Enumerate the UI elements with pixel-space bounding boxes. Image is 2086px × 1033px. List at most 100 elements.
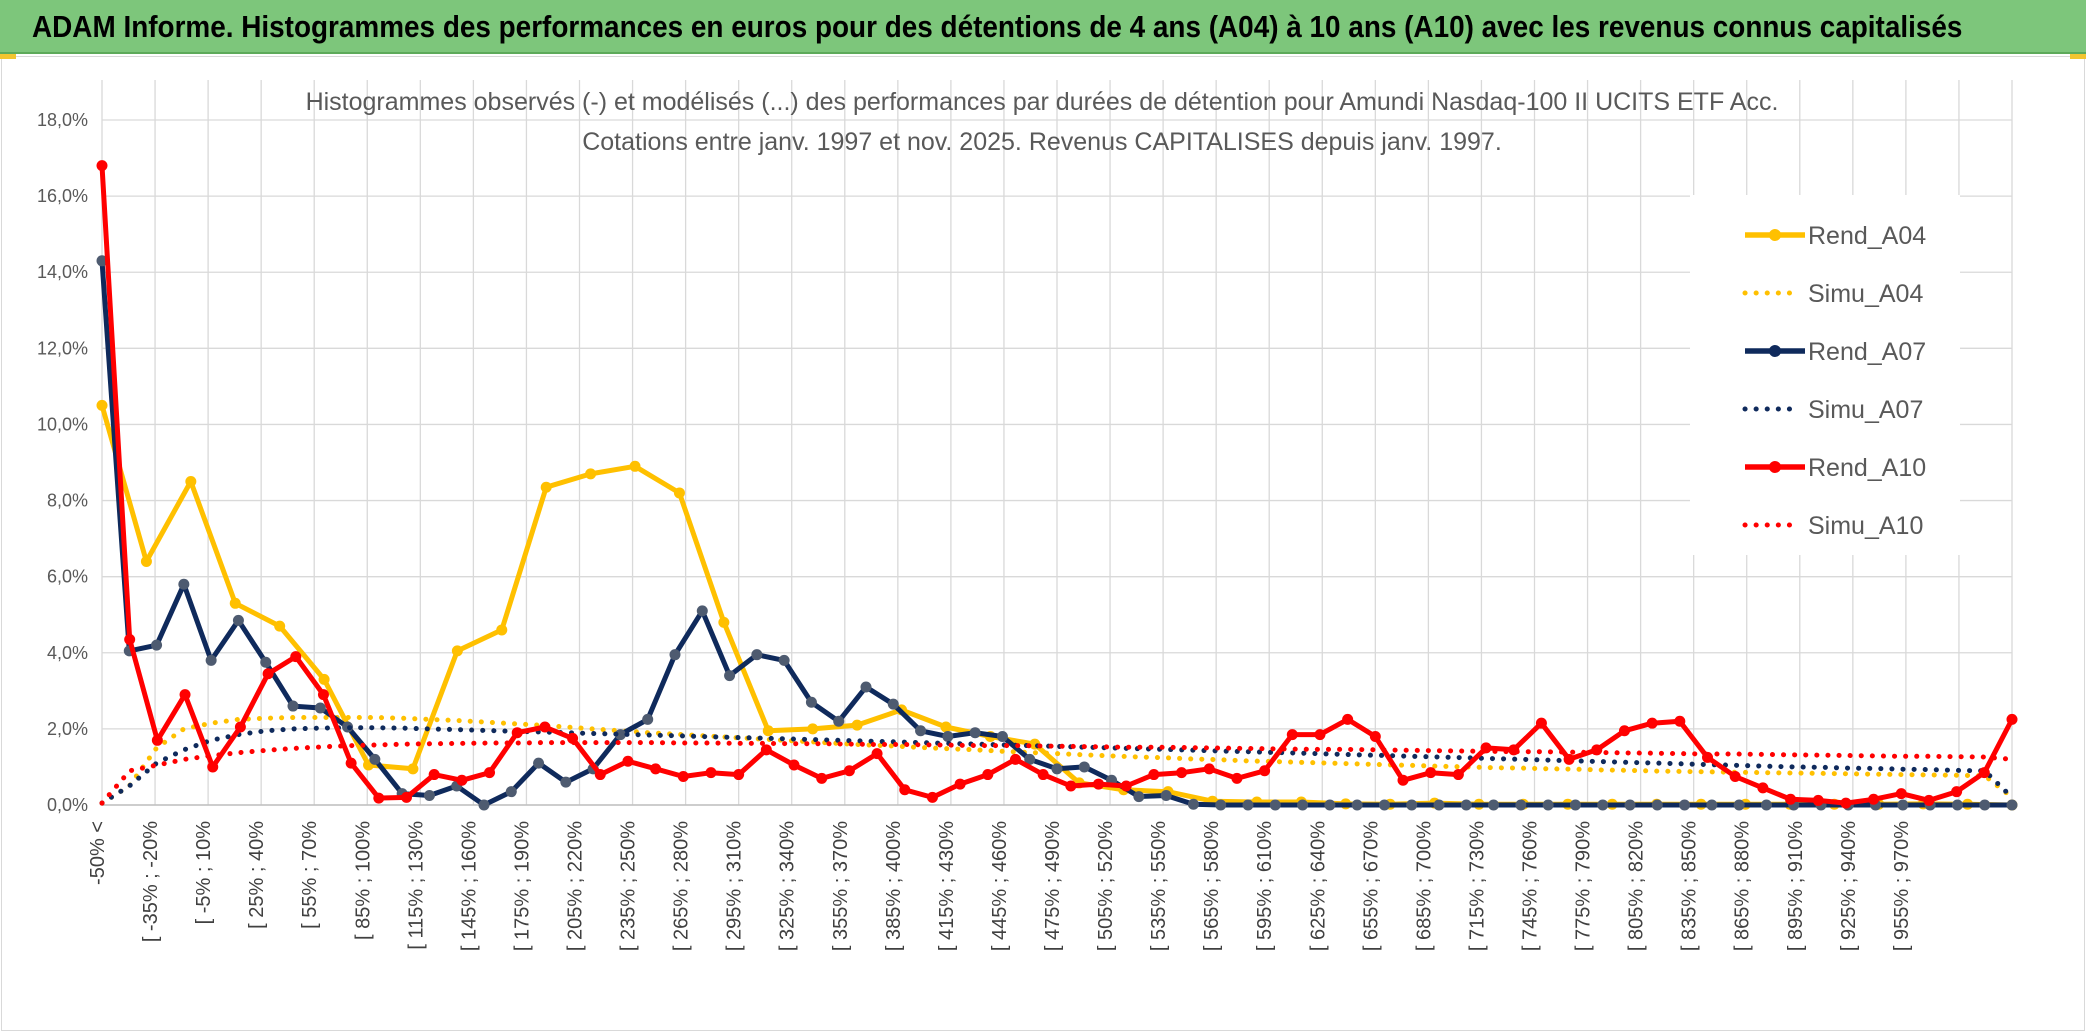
rend-a04-point [540, 481, 552, 493]
y-tick-label: 2,0% [47, 719, 88, 739]
rend-a07-point [2006, 799, 2018, 811]
x-tick-label: [ 655% ; 670% [1360, 821, 1382, 951]
y-tick-label: 0,0% [47, 795, 88, 815]
rend-a10-point [262, 668, 274, 680]
chart-title-line: Histogrammes observés (-) et modélisés (… [306, 88, 1779, 116]
rend-a10-point [539, 721, 551, 733]
rend-a10-point [345, 757, 357, 769]
x-tick-label: -50% < [87, 821, 109, 885]
rend-a10-point [650, 763, 662, 775]
rend-a10-point [1231, 772, 1243, 784]
rend-a10-point [1203, 763, 1215, 775]
rend-a10-point [1148, 769, 1160, 781]
rend-a07-point [614, 729, 626, 741]
rend-a10-point [816, 772, 828, 784]
rend-a07-point [887, 698, 899, 710]
rend-a07-point [560, 776, 572, 788]
rend-a04-point [762, 725, 774, 737]
rend-a10-point [1259, 765, 1271, 777]
x-tick-label: [ 475% ; 490% [1042, 821, 1064, 951]
y-tick-label: 6,0% [47, 567, 88, 587]
rend-a07-point [1051, 763, 1063, 775]
rend-a10-point [594, 769, 606, 781]
header-banner: ADAM Informe. Histogrammes des performan… [0, 0, 2086, 54]
x-tick-label: [ 895% ; 910% [1785, 821, 1807, 951]
rend-a07-point [1597, 799, 1609, 811]
rend-a07-point [1024, 753, 1036, 765]
x-tick-label: [ 715% ; 730% [1466, 821, 1488, 951]
x-tick-label: [ 835% ; 850% [1679, 821, 1701, 951]
rend-a10-point [954, 778, 966, 790]
rend-a04-point [140, 555, 152, 567]
x-tick-label: [ 205% ; 220% [565, 821, 587, 951]
x-tick-label: [ 955% ; 970% [1891, 821, 1913, 951]
rend-a10-point [1868, 793, 1880, 805]
rend-a10-point [1425, 767, 1437, 779]
rend-a10-point [1397, 774, 1409, 786]
rend-a07-point [1460, 799, 1472, 811]
legend-label-simu-a10: Simu_A10 [1808, 512, 1923, 540]
legend-label-simu-a04: Simu_A04 [1808, 280, 1923, 308]
rend-a07-point [860, 681, 872, 693]
rend-a07-point [205, 654, 217, 666]
x-tick-label: [ 385% ; 400% [883, 821, 905, 951]
rend-a07-point [1979, 799, 1991, 811]
rend-a07-point [178, 578, 190, 590]
y-tick-label: 4,0% [47, 643, 88, 663]
x-tick-label: [ 535% ; 550% [1148, 821, 1170, 951]
rend-a04-point [718, 616, 730, 628]
legend-marker-rend-a07 [1769, 345, 1781, 357]
x-tick-label: [ 325% ; 340% [777, 821, 799, 951]
rend-a07-point [1378, 799, 1390, 811]
rend-a07-point [96, 255, 108, 267]
rend-a04-point [851, 719, 863, 731]
rend-a07-point [1624, 799, 1636, 811]
legend-marker-rend-a04 [1769, 229, 1781, 241]
rend-a10-point [1757, 782, 1769, 794]
rend-a07-point [1187, 798, 1199, 810]
rend-a07-point [996, 731, 1008, 742]
rend-a07-point [505, 786, 517, 798]
chart-title-line: Cotations entre janv. 1997 et nov. 2025.… [582, 128, 1502, 156]
legend-marker-rend-a10 [1769, 461, 1781, 473]
rend-a10-point [1674, 715, 1686, 727]
rend-a07-point [1297, 799, 1309, 811]
legend-label-rend-a07: Rend_A07 [1808, 338, 1926, 366]
report-title: ADAM Informe. Histogrammes des performan… [32, 9, 1963, 44]
rend-a07-point [1215, 799, 1227, 811]
rend-a04-point [274, 620, 286, 632]
rend-a10-point [622, 755, 634, 767]
rend-a07-point [1324, 799, 1336, 811]
x-tick-label: [ 445% ; 460% [989, 821, 1011, 951]
legend-label-rend-a04: Rend_A04 [1808, 222, 1926, 250]
x-tick-label: [ 25% ; 40% [246, 821, 268, 929]
rend-a10-point [484, 767, 496, 779]
rend-a04-point [96, 399, 108, 411]
rend-a10-point [1065, 780, 1077, 792]
rend-a07-point [778, 654, 790, 666]
rend-a10-point [1093, 778, 1105, 790]
rend-a04-point [318, 673, 330, 685]
rend-a10-point [207, 761, 219, 773]
x-tick-label: [ 565% ; 580% [1201, 821, 1223, 951]
rend-a04-point [807, 723, 819, 735]
rend-a07-point [1542, 799, 1554, 811]
rend-a07-point [1406, 799, 1418, 811]
rend-a10-point [2006, 713, 2018, 725]
rend-a07-point [1133, 791, 1145, 803]
rend-a10-point [733, 769, 745, 781]
rend-a07-point [1242, 799, 1254, 811]
x-tick-label: [ 745% ; 760% [1520, 821, 1542, 951]
rend-a10-point [1978, 767, 1990, 779]
rend-a07-point [1897, 799, 1909, 811]
rend-a07-point [915, 725, 927, 737]
rend-a07-point [1706, 799, 1718, 811]
legend-label-simu-a07: Simu_A07 [1808, 396, 1923, 424]
x-tick-label: [ 415% ; 430% [936, 821, 958, 951]
rend-a07-point [1488, 799, 1500, 811]
x-tick-label: [ 775% ; 790% [1573, 821, 1595, 951]
rend-a04-point [407, 763, 419, 775]
rend-a04-point [585, 468, 597, 480]
legend-box [1690, 195, 1960, 555]
rend-a10-point [1646, 717, 1658, 729]
